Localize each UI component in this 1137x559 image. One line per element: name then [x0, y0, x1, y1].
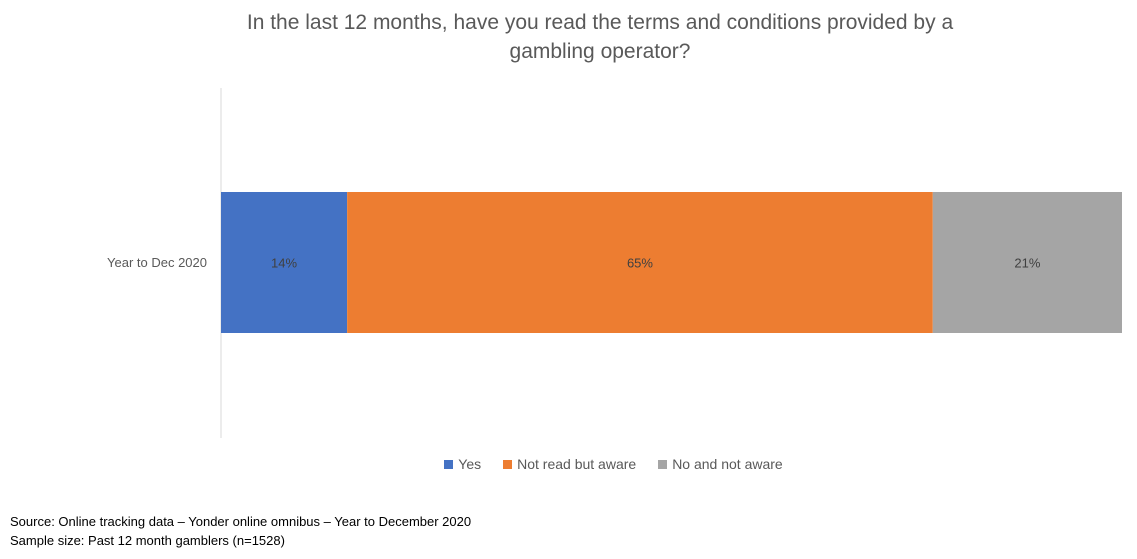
bar-segment-no-and-not-aware [932, 192, 1122, 333]
legend-label-no-and-not-aware: No and not aware [672, 456, 783, 472]
stacked-bar-chart: 14% 65% 21% Year to Dec 2020 [107, 88, 1122, 438]
data-label-yes: 14% [271, 256, 297, 271]
bar-group: 14% 65% 21% [221, 192, 1122, 333]
legend-label-yes: Yes [458, 456, 482, 472]
chart-title: In the last 12 months, have you read the… [150, 8, 1050, 66]
legend-swatch-yes [444, 459, 454, 469]
sample-size-text: Sample size: Past 12 month gamblers (n=1… [10, 533, 285, 548]
legend-swatch-no-and-not-aware [658, 459, 668, 469]
data-label-not-read-but-aware: 65% [627, 256, 653, 271]
chart-title-line-1: In the last 12 months, have you read the… [246, 11, 954, 34]
bar-segment-not-read-but-aware [347, 192, 933, 333]
source-notes: Source: Online tracking data – Yonder on… [10, 512, 471, 550]
legend-swatch-not-read-but-aware [503, 459, 513, 469]
source-text: Source: Online tracking data – Yonder on… [10, 514, 472, 529]
chart-title-line-2: gambling operator? [509, 40, 691, 63]
legend-label-not-read-but-aware: Not read but aware [517, 456, 637, 472]
category-label: Year to Dec 2020 [107, 255, 207, 270]
legend: Yes Not read but aware No and not aware [0, 456, 1137, 472]
data-label-no-and-not-aware: 21% [1014, 256, 1040, 271]
bar-segment-yes [221, 192, 348, 333]
legend-item-no-and-not-aware: No and not aware [658, 456, 783, 472]
legend-item-not-read-but-aware: Not read but aware [503, 456, 636, 472]
legend-item-yes: Yes [444, 456, 481, 472]
